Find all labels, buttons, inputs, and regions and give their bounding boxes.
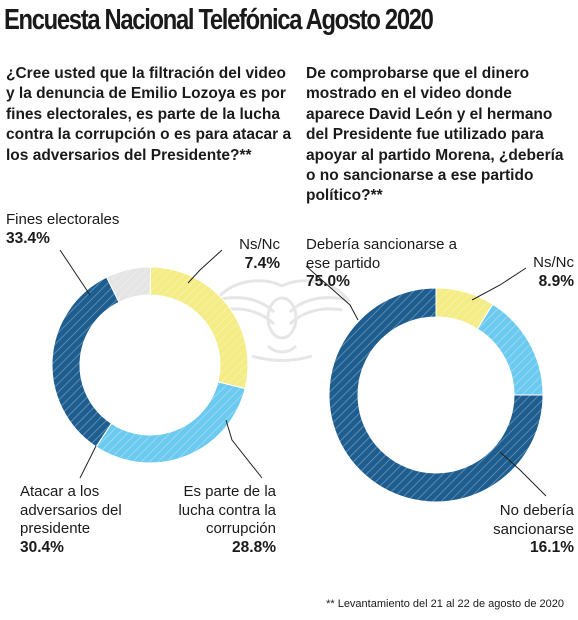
label-value: 30.4% (20, 538, 64, 556)
slice-1-3 (51, 276, 120, 448)
label-lucha-corrupcion: Es parte de la lucha contra la corrupció… (160, 483, 276, 557)
label-value: 28.8% (232, 538, 276, 556)
label-value: 8.9% (538, 272, 574, 290)
leader-line-4 (225, 419, 263, 479)
question-1: ¿Cree usted que la filtración del video … (6, 65, 292, 164)
slice-1-1 (149, 266, 249, 390)
label-no-deberia: No debería sancionarse 16.1% (464, 502, 574, 558)
leader-line-5 (305, 265, 359, 321)
label-ns-nc-1: Ns/Nc 7.4% (200, 236, 280, 273)
leader-line-2 (187, 249, 223, 284)
question-2: De comprobarse que el dinero mostrado en… (306, 65, 564, 205)
slice-1-2 (95, 381, 246, 464)
eagle-emblem-icon (212, 279, 352, 362)
leader-line-6 (471, 267, 527, 301)
label-atacar-adversarios: Atacar a los adversarios del presidente … (20, 483, 160, 557)
label-text: No debería sancionarse (493, 502, 574, 538)
donut-2 (328, 287, 544, 503)
label-fines-electorales: Fines electorales 33.4% (6, 211, 119, 248)
label-ns-nc-2: Ns/Nc 8.9% (494, 254, 574, 291)
label-deberia-sancionarse: Debería sancionarse a ese partido 75.0% (306, 236, 466, 292)
label-text: Debería sancionarse a ese partido (306, 236, 457, 272)
label-text: Es parte de la lucha contra la corrupció… (178, 483, 276, 537)
slice-2-2 (328, 287, 544, 503)
page-title: Encuesta Nacional Telefónica Agosto 2020 (4, 4, 434, 36)
slice-2-1 (476, 303, 544, 396)
leader-line-3 (79, 445, 97, 479)
leader-line-7 (499, 451, 547, 497)
leader-line-1 (59, 249, 91, 296)
label-text: Atacar a los adversarios del presidente (20, 483, 122, 537)
label-text: Ns/Nc (239, 236, 280, 253)
label-value: 75.0% (306, 273, 350, 290)
label-text: Fines electorales (6, 211, 120, 228)
footnote: ** Levantamiento del 21 al 22 de agosto … (326, 598, 564, 610)
donut-1 (51, 266, 249, 464)
label-value: 33.4% (6, 229, 50, 247)
label-value: 16.1% (530, 539, 574, 556)
label-value: 7.4% (244, 254, 280, 272)
label-text: Ns/Nc (533, 254, 574, 271)
